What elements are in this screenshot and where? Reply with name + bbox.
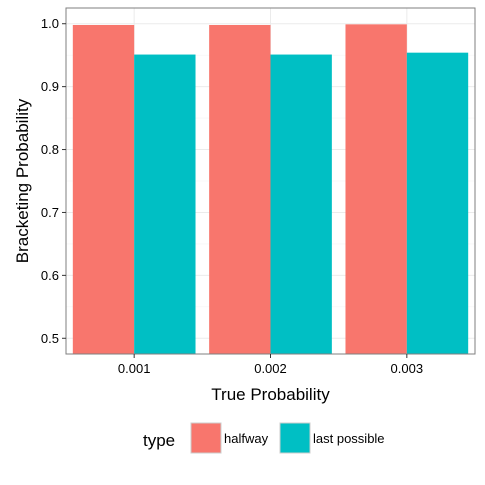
y-tick-label: 0.7 <box>41 205 59 220</box>
x-tick-label: 0.003 <box>391 361 424 376</box>
x-tick-label: 0.001 <box>118 361 151 376</box>
bar <box>72 24 135 355</box>
bar <box>345 24 407 355</box>
legend-label: last possible <box>313 431 385 446</box>
legend: type halfway last possible <box>143 422 385 454</box>
x-axis-title: True Probability <box>211 385 330 404</box>
y-tick-label: 0.8 <box>41 142 59 157</box>
legend-key <box>190 422 222 454</box>
bar <box>406 52 469 354</box>
y-tick-label: 0.5 <box>41 331 59 346</box>
legend-key <box>279 422 311 454</box>
bar <box>134 54 196 354</box>
y-axis-title: Bracketing Probability <box>13 98 32 263</box>
y-axis-ticks: 0.5 0.6 0.7 0.8 0.9 1.0 <box>41 16 66 346</box>
y-tick-label: 1.0 <box>41 16 59 31</box>
bars <box>72 24 469 355</box>
legend-label: halfway <box>224 431 269 446</box>
y-tick-label: 0.9 <box>41 79 59 94</box>
y-tick-label: 0.6 <box>41 268 59 283</box>
legend-title: type <box>143 431 175 450</box>
bar <box>270 54 332 354</box>
x-axis-ticks: 0.001 0.002 0.003 <box>118 354 423 376</box>
bar <box>209 24 271 355</box>
x-tick-label: 0.002 <box>254 361 287 376</box>
